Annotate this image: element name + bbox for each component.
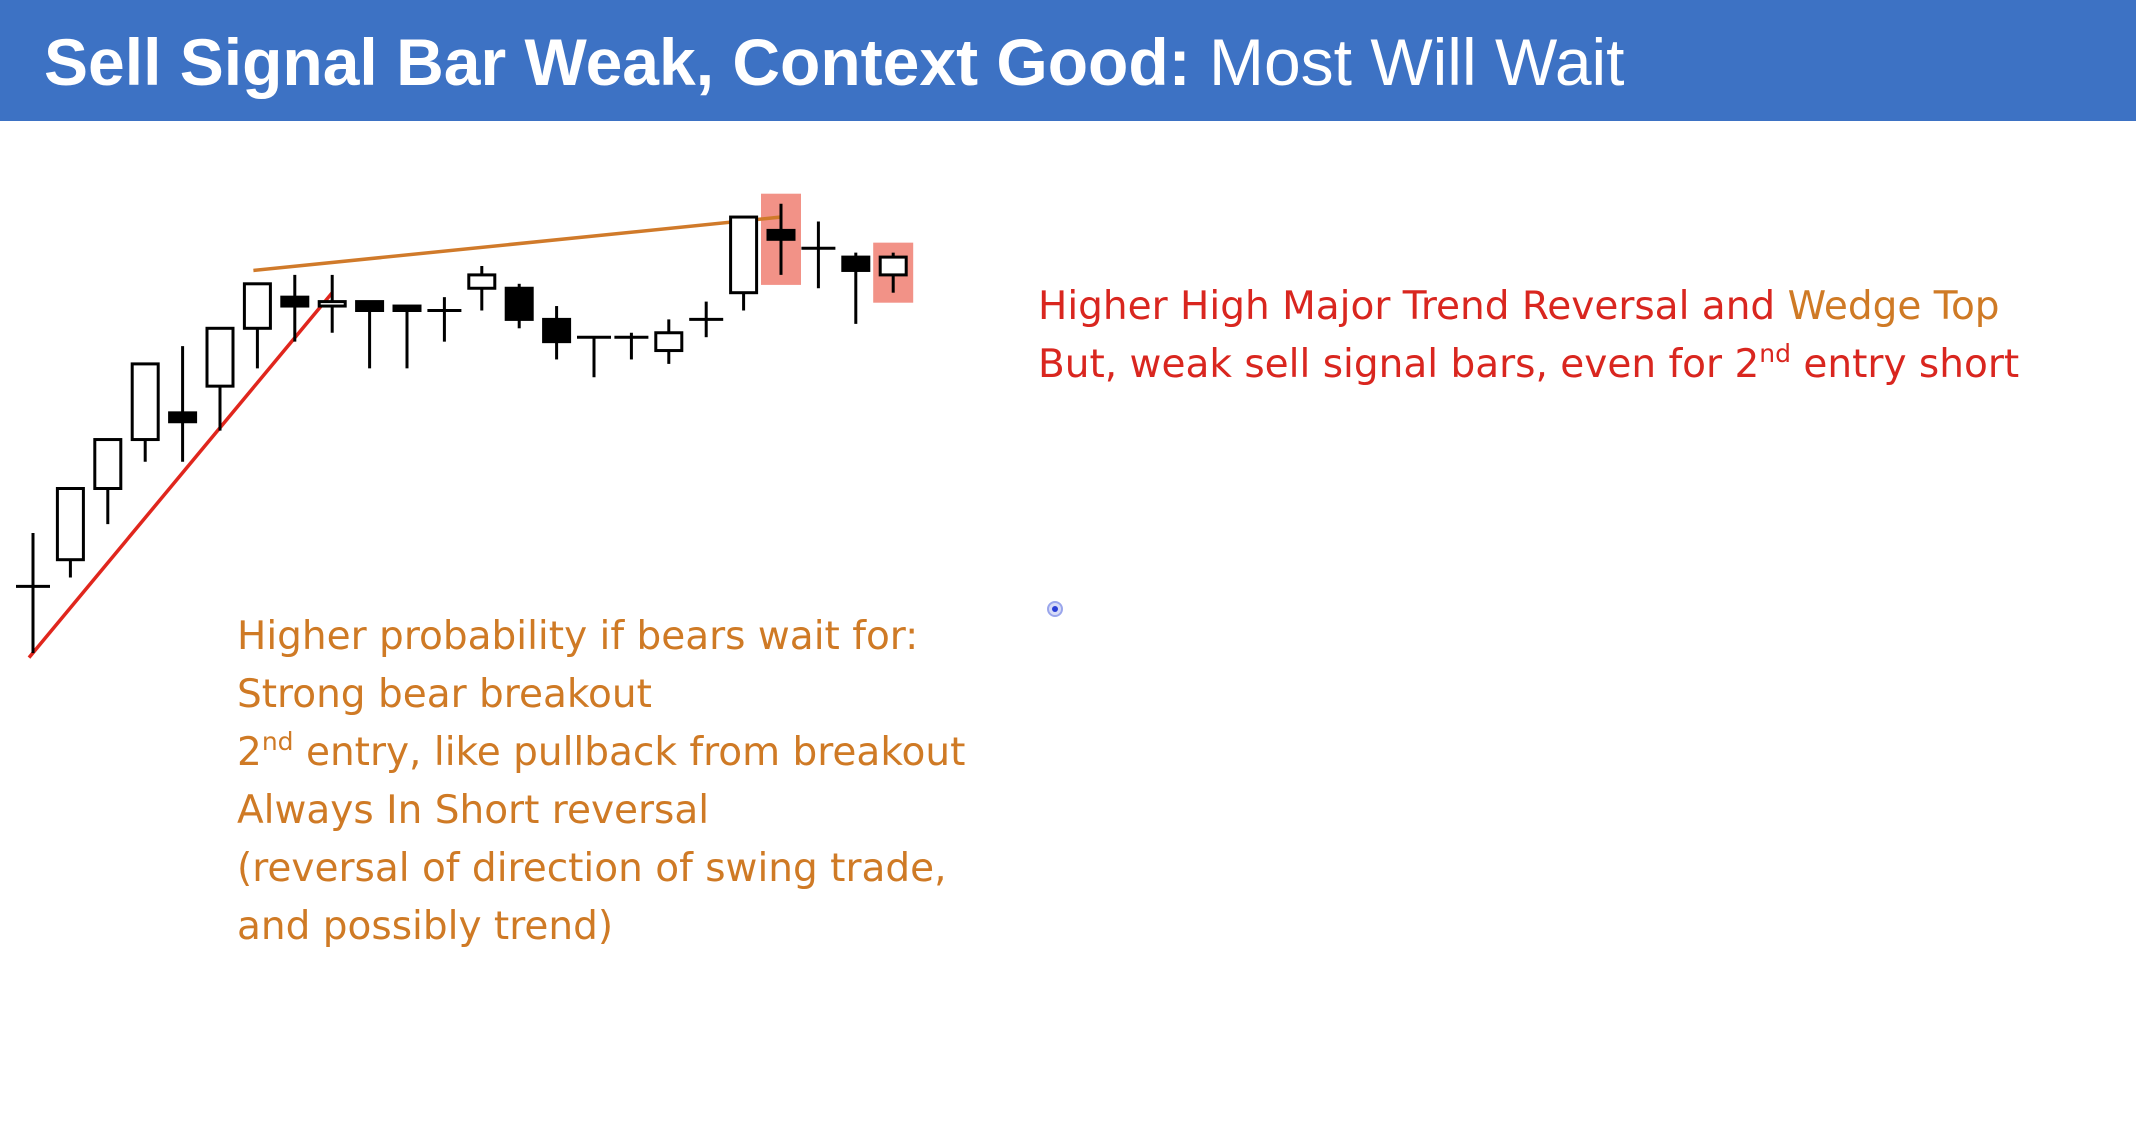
bear-candle-9 [355, 300, 385, 313]
wedge-line [253, 215, 782, 273]
bull-candle-6 [242, 282, 272, 330]
annotation-top-line-2: But, weak sell signal bars, even for 2nd… [1038, 339, 2020, 387]
bull-candle-8 [317, 300, 347, 308]
candlestick-chart [16, 193, 914, 659]
bull-candle-2 [93, 438, 123, 490]
bear-candle-13 [504, 286, 534, 321]
header-bar: Sell Signal Bar Weak, Context Good: Most… [0, 0, 2136, 121]
cursor-dot-icon [1047, 601, 1063, 617]
bull-candle-23 [878, 255, 908, 277]
bear-candle-22 [841, 255, 871, 272]
annotation-bottom-line-6: and possibly trend) [237, 904, 614, 949]
annotation-bottom-line-1: Higher probability if bears wait for: [237, 614, 919, 659]
title-regular-part: Most Will Wait [1190, 25, 1625, 99]
wedge-top-text: Wedge Top [1787, 284, 2000, 329]
annotation-bottom-line-2: Strong bear breakout [237, 672, 652, 717]
bull-candle-1 [55, 487, 85, 562]
bear-candle-7 [280, 295, 310, 308]
bear-candle-20 [766, 228, 796, 241]
page-title: Sell Signal Bar Weak, Context Good: Most… [44, 22, 1625, 102]
bull-candle-5 [205, 326, 235, 388]
annotation-bottom: Higher probability if bears wait for: St… [237, 608, 965, 956]
annotation-top: Higher High Major Trend Reversal and Wed… [1038, 278, 2019, 394]
annotation-bottom-line-3: 2nd entry, like pullback from breakout [237, 727, 966, 775]
bull-trendline [27, 291, 334, 659]
bull-candle-17 [654, 331, 684, 353]
major-trend-reversal-text: Higher High Major Trend Reversal and [1038, 284, 1788, 329]
bear-candle-4 [168, 411, 198, 424]
bear-candle-10 [392, 304, 422, 313]
title-bold-part: Sell Signal Bar Weak, Context Good: [44, 25, 1191, 99]
annotation-top-line-1: Higher High Major Trend Reversal and Wed… [1038, 278, 2019, 336]
annotation-bottom-line-5: (reversal of direction of swing trade, [237, 846, 947, 891]
bull-candle-3 [130, 362, 160, 442]
bear-candle-14 [542, 317, 572, 344]
bull-candle-19 [729, 215, 759, 295]
annotation-bottom-line-4: Always In Short reversal [237, 788, 710, 833]
bull-candle-12 [467, 273, 497, 290]
